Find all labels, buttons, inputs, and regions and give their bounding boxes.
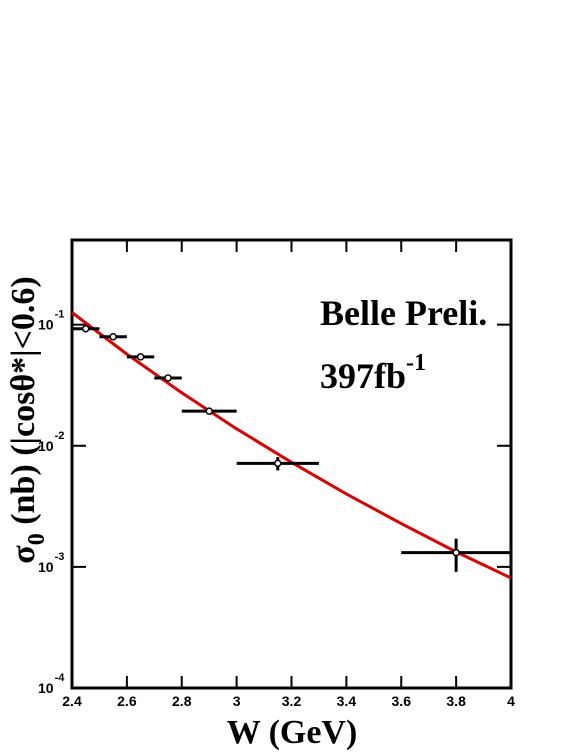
x-tick-label: 2.4 xyxy=(62,693,82,709)
y-tick-label: 10-2 xyxy=(38,430,64,454)
annotation-text: 397fb xyxy=(320,356,406,396)
y-tick-exponent: -1 xyxy=(55,309,65,321)
annotation: 397fb-1 xyxy=(320,350,426,396)
y-tick-exponent: -3 xyxy=(55,551,65,563)
data-point xyxy=(452,548,460,557)
y-tick-label: 10-1 xyxy=(38,309,64,333)
y-tick-base: 10 xyxy=(38,559,54,575)
annotation-superscript: -1 xyxy=(406,350,426,376)
y-tick-base: 10 xyxy=(38,680,54,696)
data-point xyxy=(164,374,172,382)
x-tick-label: 3 xyxy=(233,693,241,709)
data-point xyxy=(109,332,117,341)
x-tick-label: 4 xyxy=(507,693,515,709)
data-point xyxy=(205,407,213,415)
x-axis-label: W (GeV) xyxy=(227,714,358,751)
y-tick-label: 10-3 xyxy=(38,551,64,575)
x-tick-label: 3.8 xyxy=(446,693,466,709)
fit-curve xyxy=(71,311,512,580)
y-tick-base: 10 xyxy=(38,438,54,454)
x-tick-label: 2.8 xyxy=(172,693,192,709)
x-tick-label: 3.2 xyxy=(282,693,302,709)
y-tick-exponent: -4 xyxy=(55,672,66,684)
x-tick-label: 3.4 xyxy=(337,693,357,709)
y-label-symbol: σ xyxy=(5,545,42,564)
x-tick-label: 2.6 xyxy=(117,693,137,709)
y-label-text xyxy=(5,525,42,534)
y-tick-base: 10 xyxy=(38,317,54,333)
y-label-rest: (nb) (|cosθ*|<0.6) xyxy=(5,276,42,525)
annotation: Belle Preli. xyxy=(320,293,487,333)
y-axis-label: σ0 (nb) (|cosθ*|<0.6) xyxy=(5,276,50,564)
data-point xyxy=(136,353,145,361)
y-label-subscript: 0 xyxy=(24,533,50,545)
y-tick-label: 10-4 xyxy=(38,672,65,696)
y-tick-exponent: -2 xyxy=(55,430,65,442)
data-point xyxy=(274,459,282,468)
x-tick-label: 3.6 xyxy=(392,693,412,709)
data-point xyxy=(81,324,90,333)
